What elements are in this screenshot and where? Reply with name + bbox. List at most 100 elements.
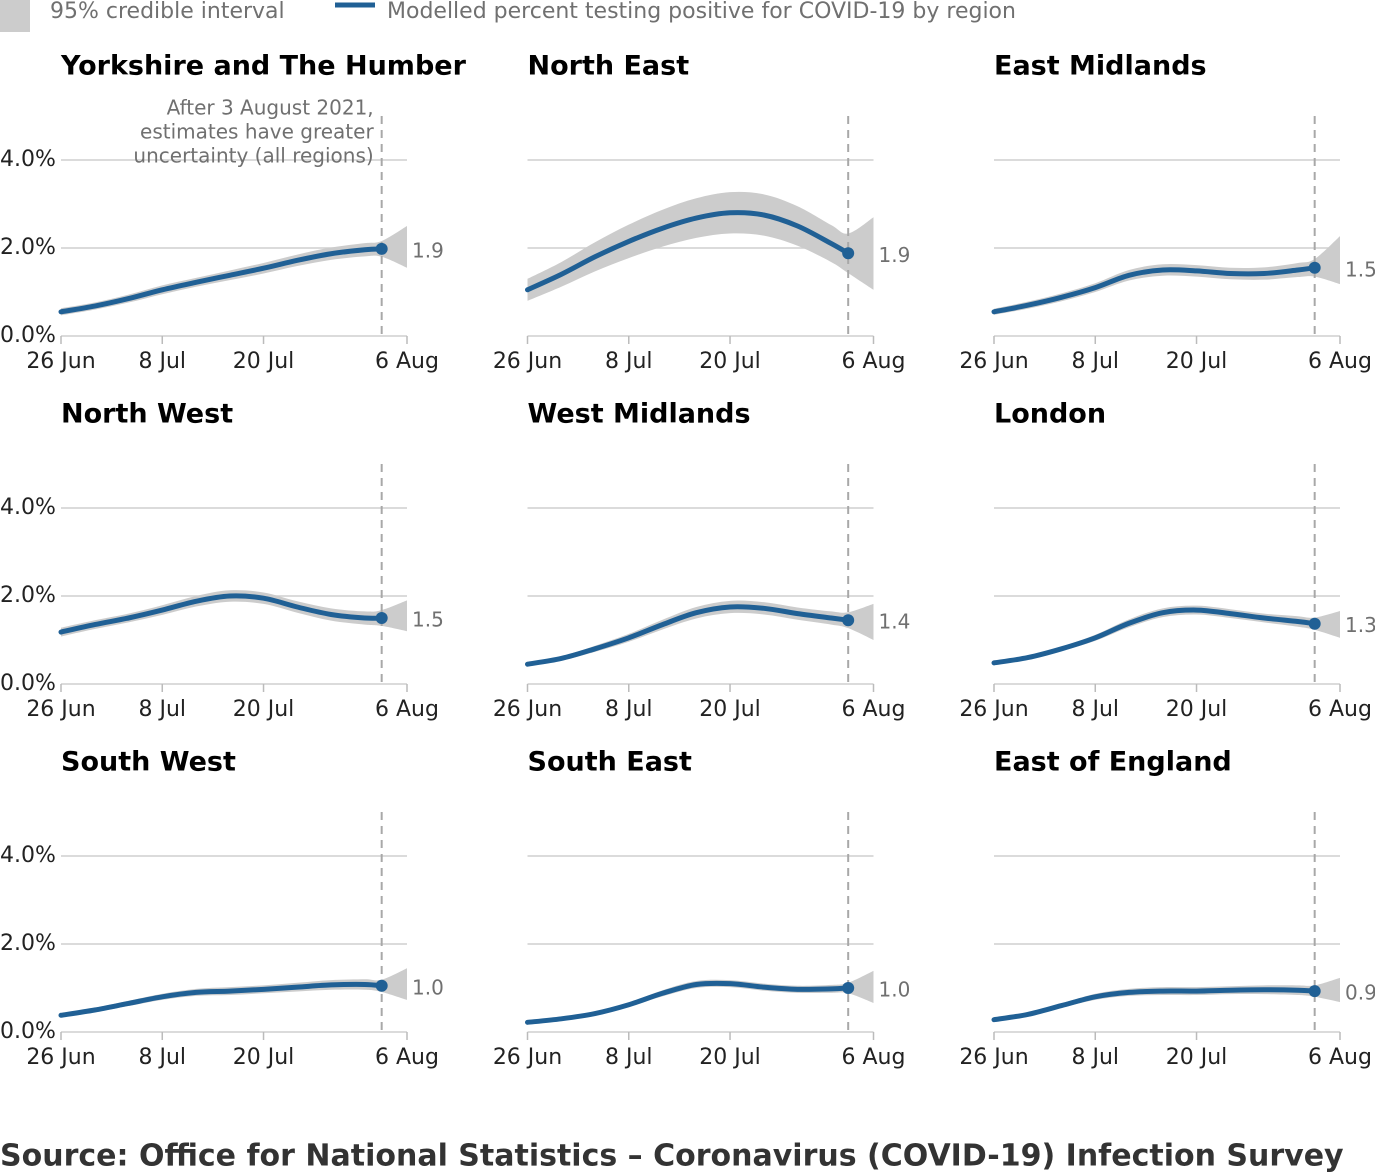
- x-tick-label: 20 Jul: [1166, 697, 1228, 722]
- x-tick-label: 8 Jul: [1071, 349, 1119, 374]
- x-tick-label: 8 Jul: [138, 349, 186, 374]
- panel-title: Yorkshire and The Humber: [60, 51, 467, 82]
- annotation: uncertainty (all regions): [133, 144, 373, 168]
- x-tick-label: 20 Jul: [699, 697, 761, 722]
- end-point: [1308, 617, 1321, 630]
- end-label: 1.5: [1345, 257, 1375, 281]
- line: [991, 265, 1318, 315]
- end-label: 1.9: [879, 243, 911, 267]
- line: [525, 604, 851, 667]
- line: [991, 607, 1318, 666]
- source: Source: Office for National Statistics –…: [0, 1139, 1344, 1174]
- x-tick-label: 6 Aug: [375, 1045, 439, 1070]
- y-tick-label: 0.0%: [0, 1019, 56, 1044]
- x-tick-label: 26 Jun: [493, 1045, 562, 1070]
- end-point: [842, 614, 855, 627]
- end-point: [375, 242, 388, 255]
- panel-title: West Midlands: [528, 399, 751, 430]
- line: [58, 593, 385, 635]
- y-tick-label: 2.0%: [0, 931, 56, 956]
- credible-band: [527, 191, 874, 301]
- end-label: 1.0: [412, 975, 444, 999]
- credible-band: [994, 977, 1340, 1021]
- y-tick-label: 0.0%: [0, 671, 56, 696]
- end-point: [842, 247, 855, 260]
- y-tick-label: 2.0%: [0, 583, 56, 608]
- x-tick-label: 20 Jul: [699, 349, 761, 374]
- x-tick-label: 20 Jul: [699, 1045, 761, 1070]
- line: [58, 981, 385, 1018]
- panel: North East 26 Jun 8 Jul 20 Jul 6 Aug 1.9: [493, 51, 911, 375]
- panel: East Midlands 26 Jun 8 Jul 20 Jul 6 Aug 1.5: [959, 51, 1375, 375]
- panel-title: South East: [528, 747, 692, 778]
- y-tick-label: 2.0%: [0, 235, 56, 260]
- x-tick-label: 6 Aug: [375, 349, 439, 374]
- x-tick-label: 26 Jun: [26, 1045, 95, 1070]
- credible-band: [527, 600, 874, 666]
- end-point: [375, 612, 388, 624]
- x-tick-label: 6 Aug: [375, 697, 439, 722]
- end-label: 1.9: [412, 238, 444, 262]
- panel: South East 26 Jun 8 Jul 20 Jul 6 Aug 1.0: [493, 747, 911, 1071]
- x-tick-label: 20 Jul: [1166, 349, 1228, 374]
- x-tick-label: 20 Jul: [233, 349, 295, 374]
- end-label: 1.3: [1345, 613, 1375, 637]
- panel-title: North East: [528, 51, 690, 82]
- x-tick-label: 8 Jul: [605, 349, 653, 374]
- x-tick-label: 26 Jun: [493, 697, 562, 722]
- panel-title: London: [994, 399, 1106, 430]
- legend-label: Modelled percent testing positive for CO…: [387, 0, 1016, 24]
- legend-swatch-band: [0, 0, 30, 32]
- x-tick-label: 6 Aug: [1308, 349, 1372, 374]
- end-label: 0.9: [1345, 981, 1375, 1005]
- x-tick-label: 26 Jun: [959, 349, 1028, 374]
- x-tick-label: 8 Jul: [1071, 697, 1119, 722]
- x-tick-label: 6 Aug: [842, 349, 906, 374]
- panel: West Midlands 26 Jun 8 Jul 20 Jul 6 Aug 1.4: [493, 399, 911, 723]
- annotation: estimates have greater: [140, 120, 374, 144]
- x-tick-label: 8 Jul: [138, 697, 186, 722]
- line: [58, 246, 385, 315]
- panel: London 26 Jun 8 Jul 20 Jul 6 Aug 1.3: [959, 399, 1375, 723]
- end-label: 1.5: [412, 608, 444, 632]
- line: [525, 210, 851, 293]
- end-point: [1308, 261, 1321, 274]
- x-tick-label: 8 Jul: [1071, 1045, 1119, 1070]
- x-tick-label: 20 Jul: [1166, 1045, 1228, 1070]
- x-tick-label: 20 Jul: [233, 697, 295, 722]
- x-tick-label: 26 Jun: [493, 349, 562, 374]
- x-tick-label: 8 Jul: [605, 1045, 653, 1070]
- y-tick-label: 4.0%: [0, 843, 56, 868]
- x-tick-label: 8 Jul: [138, 1045, 186, 1070]
- panel-title: East Midlands: [994, 51, 1207, 82]
- credible-band: [994, 605, 1340, 665]
- end-label: 1.0: [879, 978, 911, 1002]
- panel-title: North West: [61, 399, 233, 430]
- line: [991, 987, 1318, 1023]
- x-tick-label: 6 Aug: [1308, 697, 1372, 722]
- y-tick-label: 4.0%: [0, 147, 56, 172]
- x-tick-label: 26 Jun: [959, 697, 1028, 722]
- end-label: 1.4: [879, 610, 911, 634]
- panel: Yorkshire and The Humber 0.0% 2.0% 4.0% 26 J…: [0, 51, 467, 375]
- y-tick-label: 0.0%: [0, 323, 56, 348]
- end-point: [1308, 985, 1321, 998]
- x-tick-label: 8 Jul: [605, 697, 653, 722]
- x-tick-label: 26 Jun: [26, 349, 95, 374]
- line: [525, 980, 851, 1025]
- x-tick-label: 20 Jul: [233, 1045, 295, 1070]
- panel: East of England 26 Jun 8 Jul 20 Jul 6 Aug 0.9: [959, 747, 1375, 1071]
- annotation: After 3 August 2021,: [167, 96, 374, 120]
- credible-band: [994, 236, 1340, 315]
- panel-title: South West: [61, 747, 236, 778]
- end-point: [842, 982, 855, 994]
- panel: South West 0.0% 2.0% 4.0% 26 Jun 8 Jul 20 Jul 6…: [0, 747, 444, 1071]
- x-tick-label: 6 Aug: [842, 697, 906, 722]
- end-point: [375, 979, 388, 992]
- panel: North West 0.0% 2.0% 4.0% 26 Jun 8 Jul 20 Jul 6…: [0, 399, 444, 723]
- x-tick-label: 6 Aug: [1308, 1045, 1372, 1070]
- x-tick-label: 6 Aug: [842, 1045, 906, 1070]
- panel-title: East of England: [994, 747, 1232, 778]
- x-tick-label: 26 Jun: [959, 1045, 1028, 1070]
